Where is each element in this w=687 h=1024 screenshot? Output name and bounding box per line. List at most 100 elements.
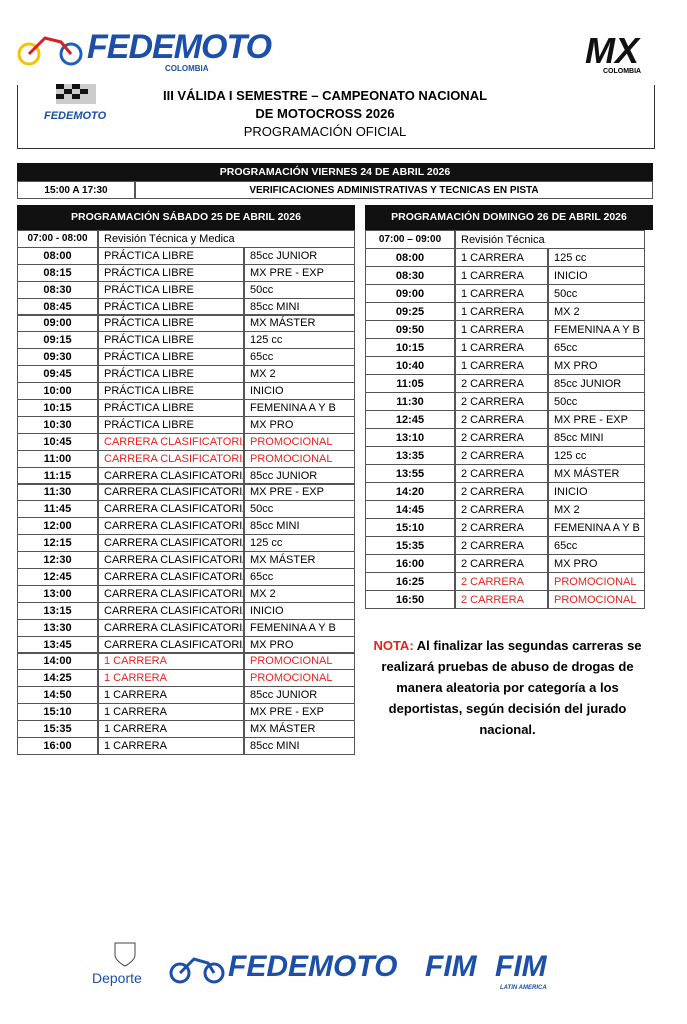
time-cell: 15:10 — [17, 703, 98, 722]
category-cell: MX 2 — [548, 302, 645, 321]
time-cell: 08:30 — [365, 266, 455, 285]
header-box — [17, 85, 655, 149]
time-cell: 11:30 — [17, 483, 98, 502]
category-cell: MX MÁSTER — [244, 551, 355, 569]
activity-cell: 2 CARRERA — [455, 392, 548, 411]
activity-cell: PRÁCTICA LIBRE — [98, 297, 244, 316]
time-cell: 16:25 — [365, 572, 455, 591]
activity-cell: 2 CARRERA — [455, 554, 548, 573]
time-cell: 12:15 — [17, 534, 98, 553]
activity-cell: PRÁCTICA LIBRE — [98, 399, 244, 417]
activity-cell: CARRERA CLASIFICATORIA — [98, 551, 244, 569]
time-cell: 09:00 — [17, 314, 98, 333]
time-cell: 15:35 — [17, 720, 98, 738]
bike-icon — [169, 957, 225, 984]
time-cell: 08:00 — [17, 246, 98, 265]
time-cell: 11:45 — [17, 500, 98, 519]
category-cell: 85cc MINI — [244, 737, 355, 755]
activity-cell: 2 CARRERA — [455, 410, 548, 429]
category-cell: 85cc MINI — [244, 517, 355, 536]
activity-cell: 1 CARRERA — [455, 320, 548, 339]
time-cell: 15:10 — [365, 518, 455, 537]
category-cell: MX 2 — [548, 500, 645, 519]
fim-logo: FIM — [495, 950, 547, 983]
activity-cell: CARRERA CLASIFICATORIA — [98, 432, 244, 451]
category-cell: FEMENINA A Y B — [244, 399, 355, 417]
category-cell: INICIO — [548, 266, 645, 285]
category-cell: FEMENINA A Y B — [244, 618, 355, 637]
time-cell: 12:45 — [17, 568, 98, 586]
logo-sub: COLOMBIA — [165, 64, 209, 73]
activity-cell: CARRERA CLASIFICATORIA — [98, 601, 244, 620]
category-cell: MX MÁSTER — [244, 720, 355, 738]
time-cell: 11:30 — [365, 392, 455, 411]
category-cell: 85cc JUNIOR — [244, 686, 355, 705]
friday-time: 15:00 A 17:30 — [17, 181, 135, 199]
activity-cell: Revisión Técnica — [455, 230, 645, 249]
category-cell: FEMENINA A Y B — [548, 320, 645, 339]
activity-cell: PRÁCTICA LIBRE — [98, 365, 244, 384]
category-cell: 65cc — [548, 338, 645, 357]
activity-cell: CARRERA CLASIFICATORIA — [98, 449, 244, 468]
activity-cell: CARRERA CLASIFICATORIA — [98, 568, 244, 586]
time-cell: 11:00 — [17, 449, 98, 468]
category-cell: INICIO — [244, 601, 355, 620]
time-cell: 09:45 — [17, 365, 98, 384]
category-cell: PROMOCIONAL — [244, 432, 355, 451]
small-logo-text: FEDEMOTO — [44, 110, 107, 122]
category-cell: 50cc — [548, 392, 645, 411]
small-logo: FEDEMOTO — [44, 82, 108, 130]
time-cell: 10:15 — [17, 399, 98, 417]
category-cell: 50cc — [244, 500, 355, 519]
note-label: NOTA: — [373, 638, 414, 653]
sunday-title: PROGRAMACIÓN DOMINGO 26 DE ABRIL 2026 — [365, 205, 653, 230]
category-cell: FEMENINA A Y B — [548, 518, 645, 537]
time-cell: 13:15 — [17, 601, 98, 620]
activity-cell: PRÁCTICA LIBRE — [98, 246, 244, 265]
activity-cell: 1 CARRERA — [98, 703, 244, 722]
activity-cell: PRÁCTICA LIBRE — [98, 382, 244, 400]
time-cell: 12:00 — [17, 517, 98, 536]
activity-cell: CARRERA CLASIFICATORIA — [98, 635, 244, 654]
category-cell: PROMOCIONAL — [548, 572, 645, 591]
time-cell: 14:20 — [365, 482, 455, 501]
time-cell: 13:35 — [365, 446, 455, 465]
category-cell: 65cc — [548, 536, 645, 555]
activity-cell: CARRERA CLASIFICATORIA — [98, 584, 244, 603]
category-cell: MX 2 — [244, 584, 355, 603]
activity-cell: 1 CARRERA — [455, 338, 548, 357]
category-cell: 50cc — [244, 280, 355, 299]
activity-cell: 1 CARRERA — [455, 284, 548, 303]
activity-cell: 1 CARRERA — [98, 686, 244, 705]
category-cell: 65cc — [244, 568, 355, 586]
activity-cell: 2 CARRERA — [455, 500, 548, 519]
activity-cell: 2 CARRERA — [455, 464, 548, 483]
time-cell: 07:00 – 09:00 — [365, 230, 455, 249]
activity-cell: 2 CARRERA — [455, 428, 548, 447]
category-cell: MX PRE - EXP — [244, 703, 355, 722]
deporte-text: Deporte — [92, 970, 142, 986]
fim-logo: FIM — [425, 950, 477, 983]
category-cell: 125 cc — [548, 248, 645, 267]
activity-cell: PRÁCTICA LIBRE — [98, 331, 244, 350]
activity-cell: 2 CARRERA — [455, 446, 548, 465]
activity-cell: 2 CARRERA — [455, 374, 548, 393]
category-cell: PROMOCIONAL — [244, 652, 355, 671]
time-cell: 07:00 - 08:00 — [17, 230, 98, 248]
time-cell: 08:45 — [17, 297, 98, 316]
category-cell: MX MÁSTER — [244, 314, 355, 333]
time-cell: 11:15 — [17, 466, 98, 485]
time-cell: 09:25 — [365, 302, 455, 321]
deporte-logo: Deporte — [90, 940, 170, 990]
saturday-title: PROGRAMACIÓN SÁBADO 25 DE ABRIL 2026 — [17, 205, 355, 230]
category-cell: PROMOCIONAL — [244, 449, 355, 468]
fim-sub: LATIN AMERICA — [500, 985, 547, 991]
category-cell: 125 cc — [244, 534, 355, 553]
time-cell: 14:45 — [365, 500, 455, 519]
activity-cell: 1 CARRERA — [98, 669, 244, 688]
category-cell: MX PRE - EXP — [244, 483, 355, 502]
friday-activity: VERIFICACIONES ADMINISTRATIVAS Y TECNICA… — [135, 181, 653, 199]
title-line: III VÁLIDA I SEMESTRE – CAMPEONATO NACIO… — [162, 88, 488, 103]
mx-logo: MX COLOMBIA — [585, 30, 655, 76]
category-cell: MX MÁSTER — [548, 464, 645, 483]
